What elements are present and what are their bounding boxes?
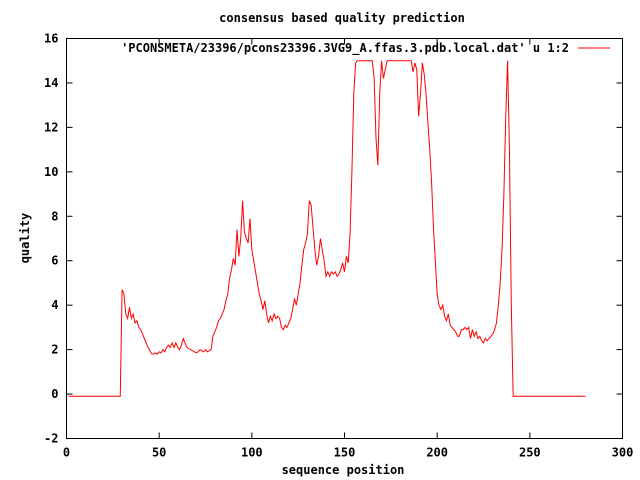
- y-tick-label: -2: [44, 432, 58, 446]
- y-tick-label: 10: [44, 165, 58, 179]
- series-group: [68, 60, 586, 397]
- legend-label: 'PCONSMETA/23396/pcons23396.3VG9_A.ffas.…: [121, 41, 569, 56]
- x-tick-label: 300: [612, 446, 634, 460]
- y-tick-label: 0: [51, 387, 58, 401]
- y-tick-label: 2: [51, 343, 58, 357]
- axis-ticks: -2 0 2 4 6 8 10 12 14 16 0 50 100 150 200 250 300: [44, 32, 633, 460]
- chart-title: consensus based quality prediction: [219, 11, 465, 25]
- x-tick-label: 100: [241, 446, 263, 460]
- legend: 'PCONSMETA/23396/pcons23396.3VG9_A.ffas.…: [121, 41, 610, 56]
- y-tick-label: 6: [51, 254, 58, 268]
- series-line-0: [68, 60, 586, 397]
- y-tick-label: 12: [44, 120, 58, 134]
- x-tick-label: 250: [519, 446, 541, 460]
- y-tick-label: 14: [44, 76, 58, 90]
- plot-frame: [66, 38, 623, 439]
- x-axis-label: sequence position: [282, 463, 405, 477]
- x-tick-label: 150: [334, 446, 356, 460]
- x-tick-label: 50: [152, 446, 166, 460]
- x-tick-label: 200: [426, 446, 448, 460]
- x-tick-label: 0: [63, 446, 70, 460]
- y-tick-label: 4: [51, 298, 58, 312]
- y-axis-label: quality: [18, 213, 32, 264]
- y-tick-label: 16: [44, 32, 58, 46]
- y-tick-label: 8: [51, 209, 58, 223]
